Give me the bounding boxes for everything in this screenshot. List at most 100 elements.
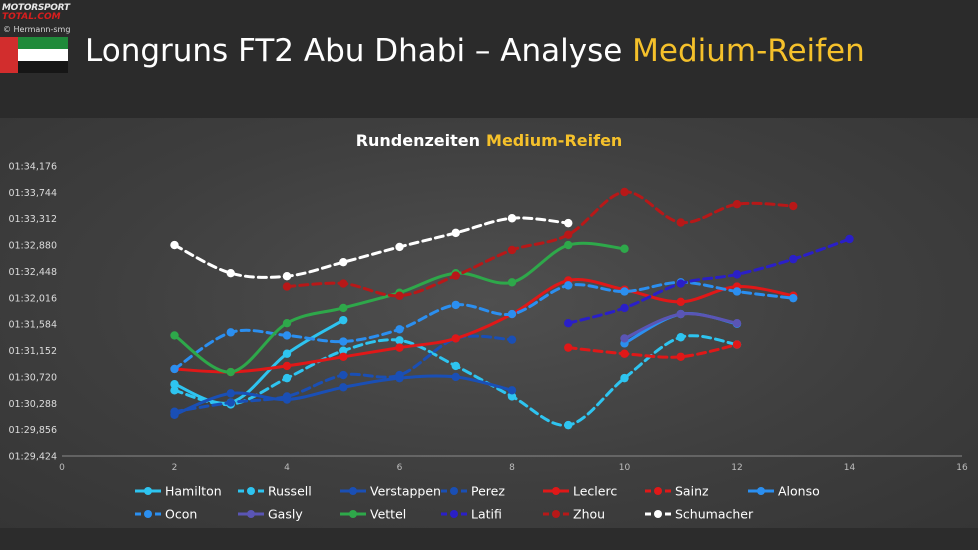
- data-point: [564, 420, 573, 430]
- data-point: [507, 335, 517, 344]
- legend-marker: [654, 487, 662, 495]
- x-tick-label: 2: [172, 463, 178, 473]
- data-point: [620, 244, 629, 253]
- data-point: [620, 373, 629, 383]
- data-point: [451, 271, 460, 280]
- legend-item-zhou: Zhou: [543, 507, 605, 522]
- y-tick-label: 01:33,312: [8, 214, 57, 225]
- data-point: [282, 331, 292, 340]
- data-point: [339, 337, 348, 346]
- legend-label: Ocon: [165, 507, 197, 522]
- series-line-vettel: [173, 241, 626, 374]
- data-point: [732, 270, 742, 279]
- data-point: [226, 389, 235, 398]
- data-point: [282, 349, 292, 358]
- data-point: [282, 319, 292, 328]
- legend-label: Schumacher: [675, 507, 754, 522]
- data-point: [451, 361, 460, 371]
- legend-item-sainz: Sainz: [645, 484, 709, 499]
- y-tick-label: 01:29,856: [8, 425, 57, 436]
- y-tick-label: 01:30,288: [8, 399, 57, 410]
- series-russell: [170, 333, 742, 430]
- data-point: [339, 303, 348, 313]
- legend-marker: [552, 487, 560, 495]
- series-ocon: [170, 278, 798, 374]
- chart-title-highlight: Medium-Reifen: [486, 131, 622, 150]
- series-latifi: [564, 234, 854, 328]
- data-point: [395, 325, 404, 334]
- legend-marker: [349, 510, 357, 518]
- series-zhou: [282, 187, 798, 300]
- data-point: [282, 373, 292, 383]
- data-point: [564, 218, 573, 228]
- legend-marker: [144, 487, 152, 495]
- legend-item-russell: Russell: [238, 484, 312, 499]
- y-tick-label: 01:34,176: [8, 162, 57, 173]
- data-point: [226, 367, 235, 377]
- page-title: Longruns FT2 Abu Dhabi – Analyse Medium-…: [85, 33, 865, 69]
- legend-item-perez: Perez: [441, 484, 505, 499]
- chart-title-main: Rundenzeiten: [356, 131, 480, 150]
- data-point: [676, 297, 685, 307]
- series-verstappen: [170, 372, 517, 419]
- data-point: [282, 282, 292, 291]
- data-point: [732, 287, 742, 296]
- footer-bar: [0, 528, 978, 550]
- data-point: [451, 372, 460, 382]
- legend-label: Zhou: [573, 507, 605, 522]
- series-line-leclerc: [173, 278, 795, 374]
- legend-label: Gasly: [268, 507, 303, 522]
- data-point: [676, 218, 685, 227]
- x-tick-label: 4: [284, 463, 290, 473]
- legend-item-gasly: Gasly: [238, 507, 303, 522]
- data-point: [564, 240, 573, 250]
- data-point: [339, 257, 348, 267]
- legend: Hamilton Russell Verstappen Perez Leclerc Sai…: [135, 484, 820, 522]
- x-tick-label: 8: [509, 463, 515, 473]
- series-sainz: [564, 340, 742, 361]
- data-point: [732, 340, 742, 349]
- legend-label: Alonso: [778, 484, 820, 499]
- data-point: [451, 300, 460, 310]
- legend-marker: [552, 510, 560, 518]
- y-tick-label: 01:33,744: [8, 188, 57, 199]
- data-point: [620, 334, 629, 343]
- title-main: Longruns FT2 Abu Dhabi – Analyse: [85, 33, 623, 69]
- y-tick-label: 01:30,720: [8, 372, 57, 383]
- series-line-latifi: [566, 237, 851, 325]
- series-line-schumacher: [173, 216, 570, 279]
- data-point: [451, 228, 460, 238]
- data-point: [451, 334, 460, 343]
- y-tick-label: 01:32,016: [8, 293, 57, 304]
- legend-marker: [247, 487, 255, 495]
- data-point: [676, 333, 685, 342]
- legend-marker: [757, 487, 765, 495]
- y-tick-label: 01:31,584: [8, 320, 57, 331]
- legend-item-verstappen: Verstappen: [340, 484, 441, 499]
- series-line-zhou: [285, 190, 795, 298]
- legend-item-schumacher: Schumacher: [645, 507, 754, 522]
- legend-item-ocon: Ocon: [135, 507, 197, 522]
- data-point: [395, 343, 404, 352]
- data-point: [620, 287, 629, 296]
- legend-label: Sainz: [675, 484, 709, 499]
- legend-label: Vettel: [370, 507, 406, 522]
- legend-marker: [349, 487, 357, 495]
- data-point: [507, 278, 517, 287]
- y-tick-label: 01:29,424: [8, 452, 57, 463]
- data-point: [732, 200, 742, 209]
- series-line-ocon: [173, 280, 795, 371]
- x-tick-label: 14: [844, 463, 856, 473]
- legend-label: Perez: [471, 484, 505, 499]
- data-point: [564, 281, 573, 290]
- y-tick-label: 01:32,880: [8, 241, 57, 252]
- axes: 01:29,424 01:29,856 01:30,288 01:30,720 01:3…: [8, 162, 968, 474]
- data-point: [395, 242, 404, 252]
- chart-title: Rundenzeiten Medium-Reifen: [356, 131, 623, 150]
- data-point: [676, 352, 685, 361]
- data-point: [845, 234, 854, 244]
- x-tick-label: 0: [59, 463, 65, 473]
- series-line-sainz: [566, 343, 739, 359]
- series-schumacher: [170, 214, 573, 281]
- legend-item-leclerc: Leclerc: [543, 484, 617, 499]
